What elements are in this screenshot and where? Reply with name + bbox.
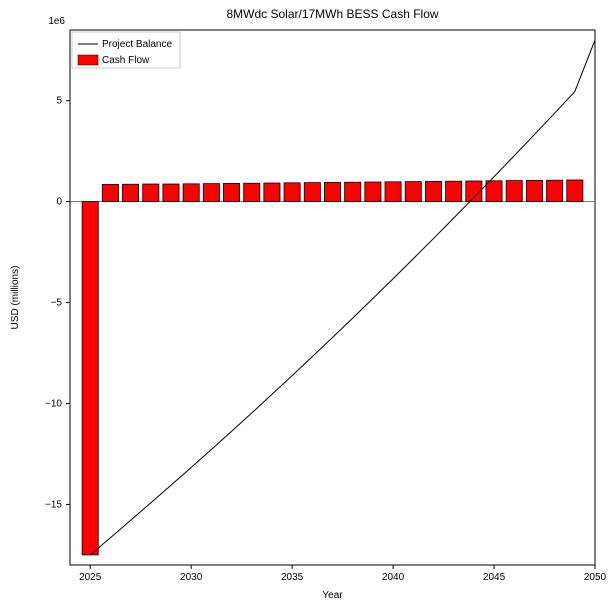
cashflow-bar <box>385 182 401 202</box>
cashflow-chart: 8MWdc Solar/17MWh BESS Cash Flow −15 −10 −5… <box>0 0 614 604</box>
chart-svg: 8MWdc Solar/17MWh BESS Cash Flow −15 −10 −5… <box>0 0 614 604</box>
cashflow-bar <box>244 183 260 201</box>
y-offset-text: 1e6 <box>48 16 65 27</box>
cashflow-bar <box>506 181 522 202</box>
cashflow-bar <box>526 180 542 201</box>
cashflow-bar <box>345 182 361 201</box>
xtick-label: 2050 <box>584 572 607 583</box>
xtick-label: 2045 <box>483 572 506 583</box>
legend-sample <box>78 55 98 65</box>
ytick-label: −10 <box>45 398 62 409</box>
x-axis-label: Year <box>322 590 343 601</box>
cashflow-bar <box>547 180 563 201</box>
cashflow-bar <box>405 182 421 202</box>
ytick-label: 0 <box>56 197 62 208</box>
xtick-label: 2025 <box>79 572 102 583</box>
y-axis-label: USD (millions) <box>10 266 21 330</box>
cashflow-bar <box>264 183 280 202</box>
legend-label: Project Balance <box>102 39 172 50</box>
cashflow-bar <box>123 184 139 201</box>
cashflow-bar <box>284 183 300 202</box>
cashflow-bar <box>324 182 340 201</box>
cashflow-bar <box>304 183 320 202</box>
cashflow-bar <box>567 180 583 202</box>
cashflow-bar <box>223 183 239 201</box>
xtick-label: 2035 <box>281 572 304 583</box>
cashflow-bar <box>183 184 199 202</box>
xtick-label: 2040 <box>382 572 405 583</box>
ytick-label: −5 <box>51 298 63 309</box>
cashflow-bar <box>203 184 219 202</box>
cashflow-bar <box>425 181 441 201</box>
cashflow-bar <box>102 184 118 201</box>
xtick-label: 2030 <box>180 572 203 583</box>
cashflow-bar <box>446 181 462 201</box>
cashflow-bar <box>143 184 159 202</box>
cashflow-bar <box>365 182 381 202</box>
cashflow-bar <box>163 184 179 202</box>
chart-title: 8MWdc Solar/17MWh BESS Cash Flow <box>226 7 438 21</box>
cashflow-bar <box>82 202 98 555</box>
ytick-label: −15 <box>45 499 62 510</box>
legend-label: Cash Flow <box>102 55 150 66</box>
ytick-label: 5 <box>56 96 62 107</box>
cashflow-bar <box>486 181 502 202</box>
